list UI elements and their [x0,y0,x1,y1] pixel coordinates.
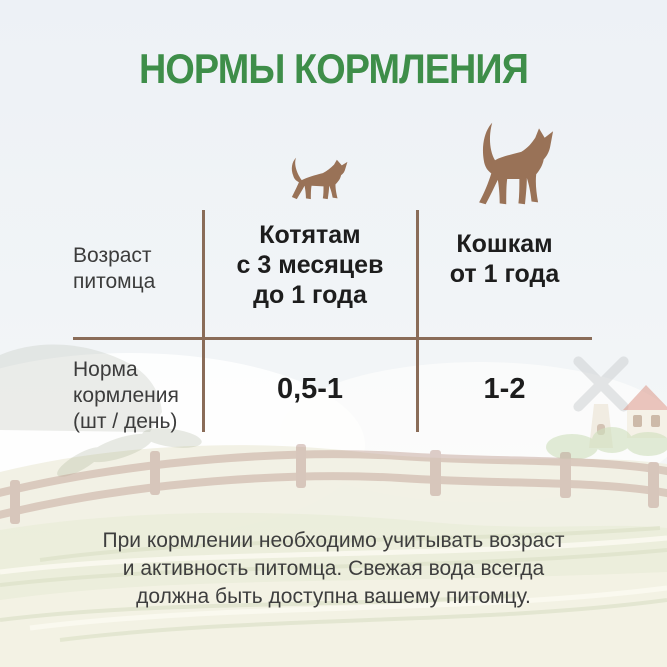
page-title: НОРМЫ КОРМЛЕНИЯ [139,45,529,92]
windmill-blades-icon [573,356,629,412]
bushes [546,427,667,460]
wooden-fence [0,444,667,524]
value-cats-norm: 1-2 [483,373,526,405]
field-rows [0,526,667,642]
row-label-feeding-norm: Норма кормления (шт / день) [73,358,179,433]
cat-icon [479,122,554,205]
farm-house [623,385,667,438]
table-divider-horizontal [73,337,592,340]
distant-hill [0,344,162,432]
leaves [57,428,202,477]
row-label-pet-age: Возраст питомца [73,244,156,293]
field-highlights [0,535,667,631]
table-divider-vertical-right [416,210,419,432]
footer-note: При кормлении необходимо учитывать возра… [102,529,565,608]
column-header-cats: Кошкам от 1 года [449,230,560,288]
value-kittens-norm: 0,5-1 [276,373,344,405]
table-divider-vertical-left [202,210,205,432]
kitten-icon [291,157,348,200]
column-header-kittens: Котятам с 3 месяцев до 1 года [236,221,384,309]
